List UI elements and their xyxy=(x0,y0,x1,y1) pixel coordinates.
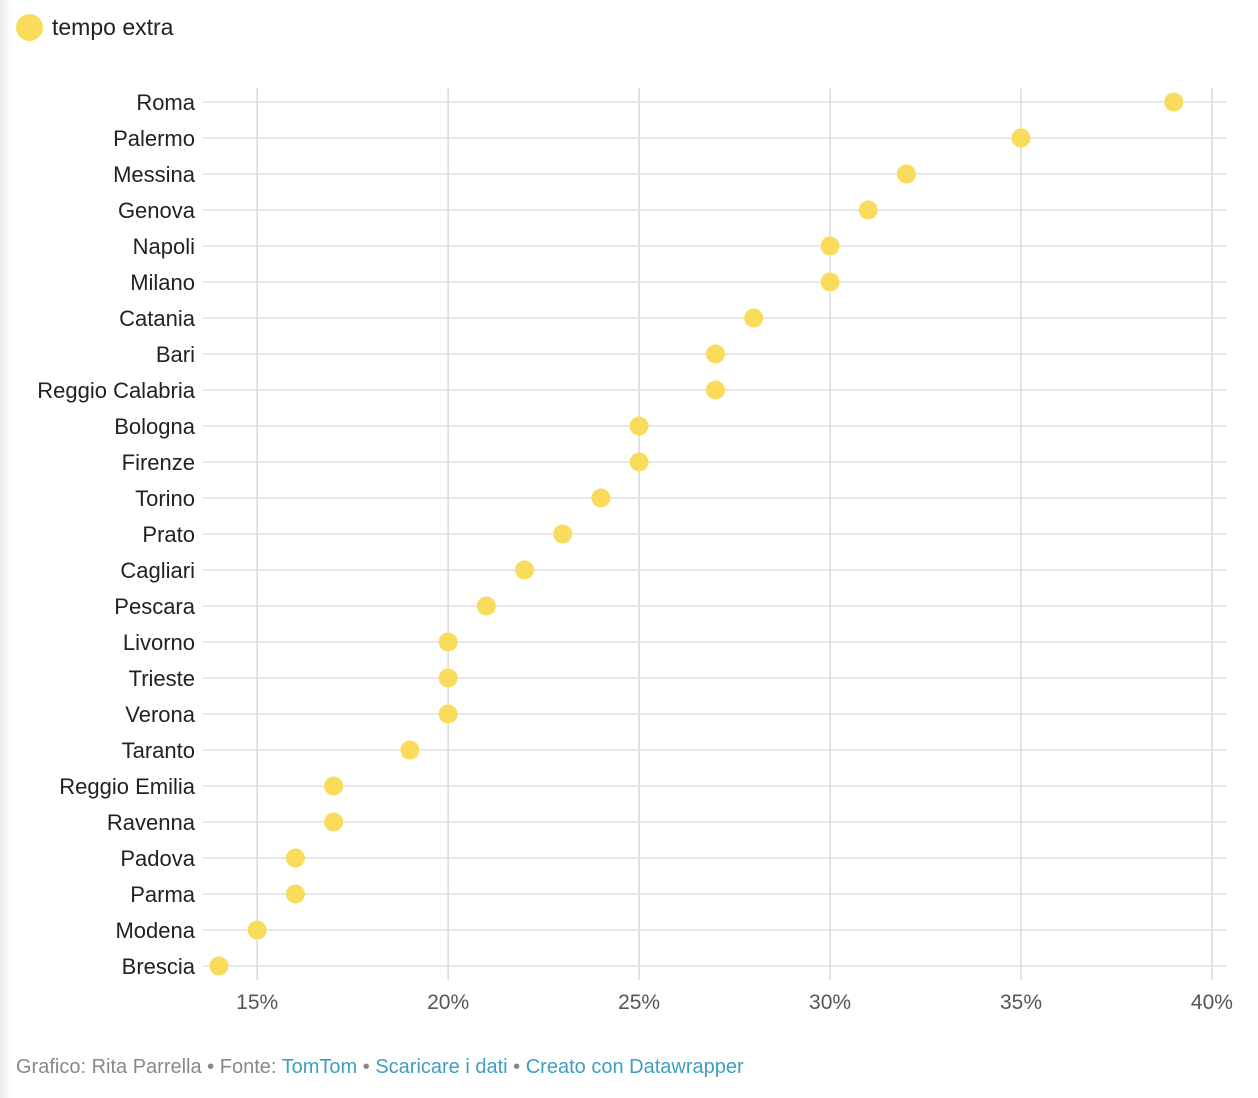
footer-source-link[interactable]: TomTom xyxy=(281,1056,358,1078)
category-label: Padova xyxy=(120,846,195,871)
footer-separator: • xyxy=(507,1056,526,1078)
footer-credit-text: Grafico: Rita Parrella • Fonte: xyxy=(16,1056,282,1078)
category-label: Milano xyxy=(130,270,195,295)
x-tick-label: 25% xyxy=(618,991,660,1014)
data-point xyxy=(438,704,458,724)
category-label: Brescia xyxy=(122,954,196,979)
category-label: Reggio Calabria xyxy=(37,378,196,403)
legend-swatch-dot xyxy=(16,14,43,41)
category-label: Trieste xyxy=(129,666,195,691)
data-point xyxy=(553,524,573,544)
data-point xyxy=(209,956,229,976)
data-point xyxy=(1011,128,1031,148)
x-tick-label: 30% xyxy=(809,991,851,1014)
category-label: Messina xyxy=(113,162,196,187)
category-label: Bari xyxy=(156,342,195,367)
data-point xyxy=(705,380,725,400)
x-tick-label: 15% xyxy=(236,991,278,1014)
category-label: Parma xyxy=(130,882,196,907)
category-label: Firenze xyxy=(122,450,195,475)
page-edge-shade xyxy=(0,0,12,1098)
data-point xyxy=(438,632,458,652)
category-label: Bologna xyxy=(114,414,196,439)
data-point xyxy=(629,452,649,472)
category-label: Torino xyxy=(135,486,195,511)
category-label: Livorno xyxy=(123,630,195,655)
category-label: Napoli xyxy=(133,234,195,259)
x-tick-label: 20% xyxy=(427,991,469,1014)
data-point xyxy=(820,272,840,292)
data-point xyxy=(591,488,611,508)
chart-legend: tempo extra xyxy=(16,14,173,41)
data-point xyxy=(438,668,458,688)
legend-label: tempo extra xyxy=(52,14,174,40)
footer-download-link[interactable]: Scaricare i dati xyxy=(375,1056,508,1078)
data-point xyxy=(247,920,267,940)
category-label: Taranto xyxy=(122,738,195,763)
x-tick-label: 40% xyxy=(1191,991,1233,1014)
category-labels: Roma Palermo Messina Genova Napoli Milano Cata… xyxy=(37,90,196,979)
data-point xyxy=(476,596,496,616)
data-point xyxy=(820,236,840,256)
category-label: Catania xyxy=(119,306,196,331)
footer-datawrapper-link[interactable]: Creato con Datawrapper xyxy=(525,1056,744,1078)
category-label: Ravenna xyxy=(107,810,196,835)
data-points xyxy=(209,92,1184,976)
chart-footer: Grafico: Rita Parrella • Fonte: TomTom •… xyxy=(16,1056,744,1079)
data-point xyxy=(515,560,535,580)
data-point xyxy=(896,164,916,184)
data-point xyxy=(285,848,305,868)
data-point xyxy=(324,776,344,796)
data-point xyxy=(705,344,725,364)
data-point xyxy=(1164,92,1184,112)
horizontal-gridlines xyxy=(203,101,1226,967)
data-point xyxy=(324,812,344,832)
category-label: Pescara xyxy=(114,594,195,619)
data-point xyxy=(744,308,764,328)
category-label: Verona xyxy=(125,702,195,727)
category-label: Genova xyxy=(118,198,196,223)
category-label: Palermo xyxy=(113,126,195,151)
category-label: Reggio Emilia xyxy=(59,774,195,799)
x-axis-tick-labels: 15% 20% 25% 30% 35% 40% xyxy=(236,991,1233,1014)
category-label: Modena xyxy=(115,918,195,943)
category-label: Cagliari xyxy=(120,558,195,583)
data-point xyxy=(400,740,420,760)
x-tick-label: 35% xyxy=(1000,991,1042,1014)
footer-separator: • xyxy=(357,1056,376,1078)
data-point xyxy=(285,884,305,904)
dot-plot-chart: Roma Palermo Messina Genova Napoli Milano Cata… xyxy=(37,88,1233,1014)
category-label: Prato xyxy=(142,522,195,547)
category-label: Roma xyxy=(136,90,195,115)
data-point xyxy=(858,200,878,220)
data-point xyxy=(629,416,649,436)
